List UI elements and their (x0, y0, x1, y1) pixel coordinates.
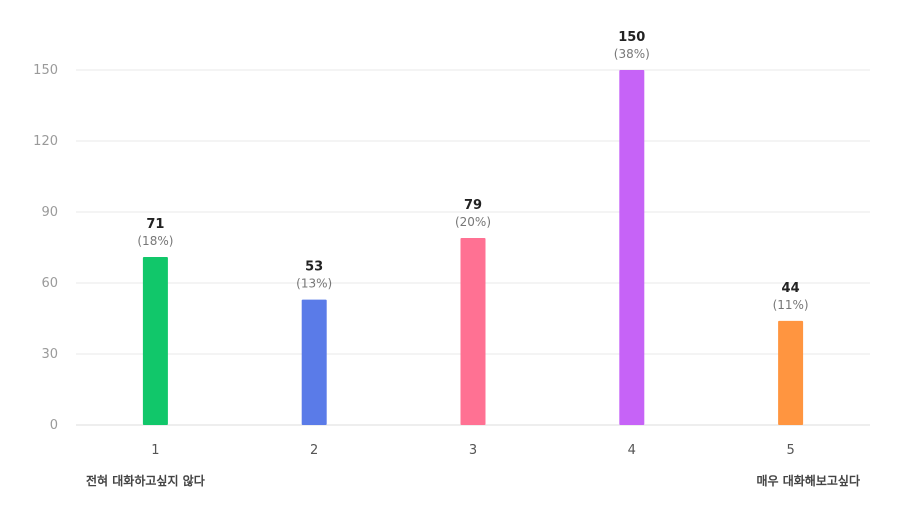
value-label-2: 53 (305, 260, 323, 275)
x-tick-label-4: 4 (628, 443, 636, 458)
x-tick-label-5: 5 (786, 443, 794, 458)
value-label-3: 79 (464, 198, 482, 213)
percent-label-2: (13%) (296, 277, 332, 291)
scale-label-right: 매우 대화해보고싶다 (756, 474, 860, 488)
value-label-1: 71 (146, 217, 164, 232)
percent-label-3: (20%) (455, 215, 491, 229)
y-tick-label-30: 30 (41, 347, 58, 362)
data-labels: 71 (18%) 53 (13%) 79 (20%) 150 (38%) 44 (11%) (137, 30, 808, 312)
y-tick-label-60: 60 (41, 276, 58, 291)
percent-label-5: (11%) (773, 298, 809, 312)
y-tick-label-150: 150 (33, 63, 58, 78)
bar-1 (142, 256, 168, 425)
percent-label-1: (18%) (137, 234, 173, 248)
value-label-4: 150 (618, 30, 645, 45)
value-label-5: 44 (782, 281, 800, 296)
bar-4 (619, 70, 645, 425)
bar-2 (301, 299, 327, 425)
x-axis-ticks: 1 2 3 4 5 (151, 443, 794, 458)
scale-label-left: 전혀 대화하고싶지 않다 (86, 474, 205, 488)
bar-3 (460, 238, 486, 425)
y-axis-ticks: 0 30 60 90 120 150 (33, 63, 58, 433)
y-tick-label-0: 0 (50, 418, 58, 433)
y-tick-label-90: 90 (41, 205, 58, 220)
percent-label-4: (38%) (614, 47, 650, 61)
x-tick-label-2: 2 (310, 443, 318, 458)
x-tick-label-3: 3 (469, 443, 477, 458)
bar-5 (778, 320, 804, 425)
bars (142, 70, 804, 425)
x-tick-label-1: 1 (151, 443, 159, 458)
y-tick-label-120: 120 (33, 134, 58, 149)
